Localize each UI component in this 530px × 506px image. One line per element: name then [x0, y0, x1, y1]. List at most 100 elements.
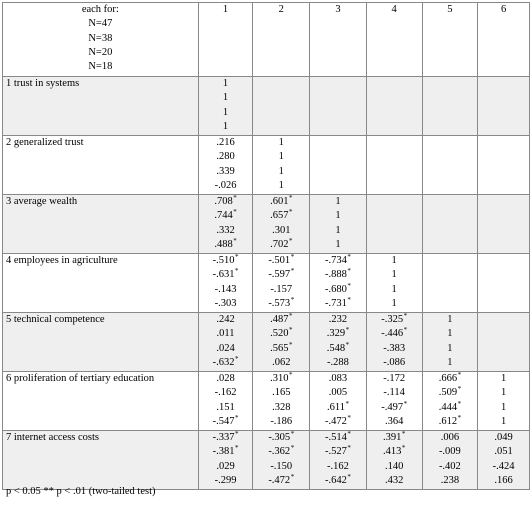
correlation-cell: -.325* -.446* -.383 -.086: [365, 312, 423, 372]
correlation-cell: .310* .165 .328 -.186: [252, 371, 311, 431]
column-header: 5: [421, 2, 479, 77]
correlation-cell: -.734* -.888* -.680* -.731*: [309, 253, 367, 313]
correlation-value: -.514*: [325, 430, 351, 444]
correlation-value: -.157: [270, 283, 293, 295]
correlation-value: -.472*: [325, 413, 351, 427]
row-label: 3 average wealth: [2, 194, 199, 254]
correlation-cell: [252, 76, 311, 136]
correlation-cell: 1 1 1 1: [252, 135, 311, 195]
column-header-label: 1: [222, 4, 229, 15]
correlation-value: -.446*: [381, 326, 408, 340]
correlation-value: -.009: [438, 446, 461, 458]
correlation-value: .006: [440, 432, 460, 443]
correlation-value: 1: [335, 210, 341, 222]
correlation-value: .666*: [438, 371, 462, 385]
correlation-value: .028: [216, 373, 235, 384]
correlation-value: .702*: [270, 236, 293, 250]
correlation-value: -.337*: [212, 430, 239, 444]
correlation-value: .332: [216, 224, 235, 236]
correlation-value: .487*: [270, 312, 293, 326]
correlation-value: -.288: [327, 356, 349, 368]
correlation-value: .328: [272, 401, 291, 413]
correlation-value: -.402: [438, 460, 461, 472]
correlation-value: -.186: [270, 415, 293, 427]
correlation-value: 1: [391, 269, 397, 281]
correlation-cell: [365, 76, 423, 136]
correlation-value: -.888*: [325, 267, 351, 281]
correlation-cell: -.337* -.381* .029 -.299: [197, 430, 254, 490]
row-label: 5 technical competence: [2, 312, 199, 372]
correlation-cell: 1 1 1 1: [477, 371, 530, 431]
correlation-cell: [477, 312, 530, 372]
correlation-value: .083: [328, 373, 348, 384]
correlation-cell: -.305* -.362* -.150 -.472*: [252, 430, 311, 490]
correlation-cell: .487* .520* .565* .062: [252, 312, 311, 372]
correlation-value: .011: [216, 328, 235, 340]
correlation-cell: -.172 -.114 -.497* .364: [365, 371, 423, 431]
correlation-cell: .083 .005.611* -.472*: [309, 371, 367, 431]
correlation-value: 1: [222, 78, 229, 89]
correlation-value: -.424: [492, 460, 515, 472]
correlation-cell: -.501* -.597* -.157 -.573*: [252, 253, 311, 313]
correlation-cell: [421, 194, 479, 254]
column-header: 4: [365, 2, 423, 77]
correlation-value: .565*: [270, 340, 293, 354]
correlation-cell: -.510* -.631* -.143 -.303: [197, 253, 254, 313]
correlation-cell: [421, 135, 479, 195]
correlation-value: -.642*: [325, 472, 351, 486]
footnote: p < 0.05 ** p < .01 (two-tailed test): [6, 486, 156, 497]
correlation-value: 1: [447, 328, 453, 340]
correlation-value: .005: [328, 387, 348, 399]
column-header: 3: [309, 2, 367, 77]
correlation-value: .413*: [382, 444, 406, 458]
correlation-value: 1: [278, 137, 284, 148]
correlation-value: .391*: [382, 430, 406, 444]
row-label: 7 internet access costs: [2, 430, 199, 490]
correlation-value: .140: [384, 460, 404, 472]
header-line: N=18: [88, 61, 113, 73]
correlation-value: .708*: [214, 194, 237, 208]
correlation-value: -.114: [383, 387, 405, 399]
correlation-value: -.632*: [212, 354, 239, 368]
correlation-value: .062: [272, 356, 291, 368]
table-row: 3 average wealth .708* .744* .332.488* .601*…: [2, 194, 530, 254]
correlation-value: -.162: [214, 387, 237, 399]
correlation-value: .611*: [326, 399, 349, 413]
header-line: N=20: [88, 46, 113, 58]
correlation-value: .520*: [270, 326, 293, 340]
correlation-value: -.527*: [325, 444, 351, 458]
correlation-value: -.547*: [212, 413, 239, 427]
correlation-value: .364: [384, 415, 404, 427]
correlation-value: 1: [278, 165, 284, 177]
correlation-value: 1: [278, 179, 284, 191]
correlation-value: 1: [500, 373, 507, 384]
correlation-value: -.086: [383, 356, 406, 368]
correlation-value: .657*: [270, 208, 293, 222]
row-label: 2 generalized trust: [2, 135, 199, 195]
correlation-value: 1: [447, 342, 453, 354]
column-header-label: 4: [391, 4, 397, 15]
header-line: N=47: [88, 18, 113, 30]
correlation-value: -.497*: [381, 399, 408, 413]
column-header-label: 6: [500, 4, 507, 15]
correlation-cell: .242 .011 .024 -.632*: [197, 312, 254, 372]
correlation-cell: [477, 253, 530, 313]
correlation-value: 1: [500, 387, 507, 399]
correlation-cell: .232.329* .548* -.288: [309, 312, 367, 372]
table-row: 1 trust in systems 1 1 1 1: [2, 76, 530, 136]
correlation-value: -.731*: [325, 295, 351, 309]
correlation-cell: .666* .509* .444* .612*: [421, 371, 479, 431]
correlation-value: .548*: [326, 340, 350, 354]
header-row: each for: N=47 N=38 N=20 N=18 1 2 3 4 5 …: [2, 2, 530, 77]
correlation-value: 1: [222, 92, 229, 104]
correlation-value: .601*: [270, 194, 293, 208]
correlation-value: .301: [272, 224, 291, 236]
correlation-cell: [477, 76, 530, 136]
correlation-value: -.383: [383, 342, 406, 354]
correlation-value: .151: [216, 401, 235, 413]
correlation-value: 1: [500, 401, 507, 413]
column-header: 2: [252, 2, 311, 77]
correlation-value: -.510*: [212, 253, 239, 267]
correlation-value: -.734*: [325, 253, 351, 267]
correlation-value: .051: [494, 446, 513, 458]
